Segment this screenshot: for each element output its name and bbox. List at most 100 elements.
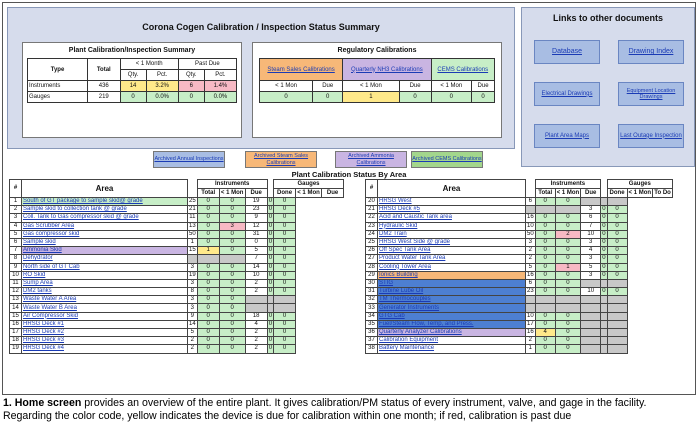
area-link[interactable]: Waste Water B Area bbox=[21, 303, 188, 313]
gauge-due: 0 bbox=[273, 237, 297, 248]
drawing-index-link[interactable]: Drawing Index bbox=[618, 40, 684, 64]
row-number: 12 bbox=[9, 287, 22, 297]
instr-lt1: 0 bbox=[534, 336, 556, 346]
instr-lt1: 0 bbox=[534, 311, 556, 321]
area-link[interactable]: Ammonia Skid bbox=[21, 246, 188, 256]
area-link[interactable]: Acid and Caustic Tank area bbox=[377, 213, 526, 223]
area-link[interactable]: Waste Water A Area bbox=[21, 295, 188, 305]
area-link[interactable]: DM2 tanks bbox=[21, 287, 188, 297]
instr-due: 0 bbox=[218, 303, 246, 313]
area-link[interactable]: HRSG West bbox=[377, 196, 526, 207]
row-number: 24 bbox=[365, 229, 378, 239]
area-link[interactable]: Coll. Tank to Gas compressor skid @ grad… bbox=[21, 213, 188, 223]
area-link[interactable]: Cooling Tower Area bbox=[377, 262, 526, 272]
archived-cems-button[interactable]: Archived CEMS Calibrations bbox=[411, 151, 483, 168]
area-link[interactable]: Ionics Building bbox=[377, 270, 526, 280]
area-link[interactable]: Hydraulic Skid bbox=[377, 221, 526, 231]
plant-summary-title: Plant Calibration/Inspection Summary bbox=[68, 47, 196, 54]
area-link[interactable]: Quarterly Analyzer Calibrations bbox=[377, 327, 526, 338]
gauge-due: 0 bbox=[273, 246, 297, 256]
area-link[interactable]: HRSG West Side @ grade bbox=[377, 237, 526, 248]
hdr-num: # bbox=[9, 179, 22, 198]
area-link[interactable]: Turbine Lube Oil bbox=[377, 287, 526, 297]
electrical-drawings-link[interactable]: Electrical Drawings bbox=[534, 82, 600, 106]
gauge-done: 0 bbox=[244, 237, 268, 248]
area-table-right: # Area Instruments Gauges Total < 1 Mon … bbox=[365, 179, 674, 354]
area-link[interactable]: Air Compressor Skid bbox=[21, 311, 188, 321]
figure-caption: 1. Home screen provides an overview of t… bbox=[3, 397, 695, 423]
area-link[interactable]: Calibration Equipment bbox=[377, 336, 526, 346]
gauge-due: 0 bbox=[606, 287, 628, 297]
equipment-location-link[interactable]: Equipment Location Drawings bbox=[618, 82, 684, 106]
area-link[interactable]: TM Thermocouples bbox=[377, 295, 526, 305]
gauge-due: 0 bbox=[606, 254, 628, 264]
instr-total: 3 bbox=[187, 278, 198, 289]
instr-due: 1 bbox=[554, 262, 582, 272]
row-number: 21 bbox=[365, 205, 378, 215]
table-row: 10 RO Skid 19 0 0 10 0 0 bbox=[9, 270, 344, 280]
archived-steam-button[interactable]: Archived Steam Sales Calibrations bbox=[245, 151, 317, 168]
instr-due: 0 bbox=[554, 213, 582, 223]
instr-total: 50 bbox=[525, 229, 536, 239]
instr-total: 25 bbox=[187, 196, 198, 207]
row-number: 15 bbox=[9, 311, 22, 321]
steam-sales-link[interactable]: Steam Sales Calibrations bbox=[258, 58, 344, 81]
quarterly-nh3-link[interactable]: Quarterly NH3 Calibrations bbox=[342, 58, 432, 81]
area-link[interactable]: HRSG Deck #4 bbox=[21, 344, 188, 354]
archived-annual-button[interactable]: Archived Annual Inspections bbox=[153, 151, 225, 168]
instr-total: 15 bbox=[187, 246, 198, 256]
instr-lt1: 0 bbox=[196, 213, 220, 223]
instr-lt1: 0 bbox=[534, 344, 556, 354]
database-link[interactable]: Database bbox=[534, 40, 600, 64]
instr-total: 9 bbox=[187, 311, 198, 321]
instr-due: 0 bbox=[218, 270, 246, 280]
area-link[interactable]: Gas compressor skid bbox=[21, 229, 188, 239]
area-link[interactable]: HRSG Deck #5 bbox=[377, 205, 526, 215]
area-link[interactable]: Battery Maintenance bbox=[377, 344, 526, 354]
area-link[interactable]: Off Spec Tank Area bbox=[377, 246, 526, 256]
gauge-done bbox=[580, 303, 602, 313]
area-link[interactable]: North side of GT Cab bbox=[21, 262, 188, 272]
area-link[interactable]: GTG Cab bbox=[377, 311, 526, 321]
instr-due: 0 bbox=[218, 237, 246, 248]
area-link[interactable]: Fuel/Steam Flow, Temp, and Press. bbox=[377, 319, 526, 330]
area-link[interactable]: HRSG Deck #3 bbox=[21, 336, 188, 346]
instr-due: 0 bbox=[554, 221, 582, 231]
table-row: 12 DM2 tanks 8 0 0 2 0 0 bbox=[9, 287, 344, 297]
area-link[interactable]: Sump Area bbox=[21, 278, 188, 289]
area-link[interactable]: DM2 Train bbox=[377, 229, 526, 239]
gauge-due: 0 bbox=[273, 336, 297, 346]
instr-total: 11 bbox=[187, 213, 198, 223]
gauge-due bbox=[273, 303, 297, 313]
cems-link[interactable]: CEMS Calibrations bbox=[430, 58, 496, 81]
col-qty: Qty. bbox=[119, 69, 147, 81]
area-link[interactable]: RO Skid bbox=[21, 270, 188, 280]
area-link[interactable]: Sample skid to collection tank @ grade bbox=[21, 205, 188, 215]
row-number: 32 bbox=[365, 295, 378, 305]
instr-lt1: 0 bbox=[196, 270, 220, 280]
instr-due: 0 bbox=[218, 327, 246, 338]
area-link[interactable]: HRSG Deck #1 bbox=[21, 319, 188, 330]
area-link[interactable]: Gas Scrubber Area bbox=[21, 221, 188, 231]
instr-due: 0 bbox=[554, 336, 582, 346]
last-outage-link[interactable]: Last Outage Inspection bbox=[618, 124, 684, 148]
area-link[interactable]: Dehydrator bbox=[21, 254, 188, 264]
table-row: 16 HRSG Deck #1 14 0 0 4 0 0 bbox=[9, 319, 344, 330]
archived-ammonia-button[interactable]: Archived Ammonia Calibrations bbox=[335, 151, 407, 168]
gauge-done: 10 bbox=[580, 287, 602, 297]
area-link[interactable]: STIG bbox=[377, 278, 526, 289]
plant-area-maps-link[interactable]: Plant Area Maps bbox=[534, 124, 600, 148]
area-link[interactable]: Generator Instruments bbox=[377, 303, 526, 313]
table-row: 35 Fuel/Steam Flow, Temp, and Press. 17 0 0 bbox=[365, 319, 673, 330]
row-total: 436 bbox=[87, 80, 121, 92]
area-link[interactable]: Product Water Tank Area bbox=[377, 254, 526, 264]
area-link[interactable]: HRSG Deck #2 bbox=[21, 327, 188, 338]
regulatory-box: Regulatory Calibrations Steam Sales Cali… bbox=[252, 42, 502, 138]
reg-value: 0 bbox=[312, 91, 344, 103]
area-link[interactable]: Sample skid bbox=[21, 237, 188, 248]
row-number: 29 bbox=[365, 270, 378, 280]
area-link[interactable]: South of GT package to sample skid@ grad… bbox=[21, 196, 188, 207]
instr-due bbox=[554, 303, 582, 313]
gauge-due bbox=[273, 295, 297, 305]
gauge-due bbox=[606, 311, 628, 321]
